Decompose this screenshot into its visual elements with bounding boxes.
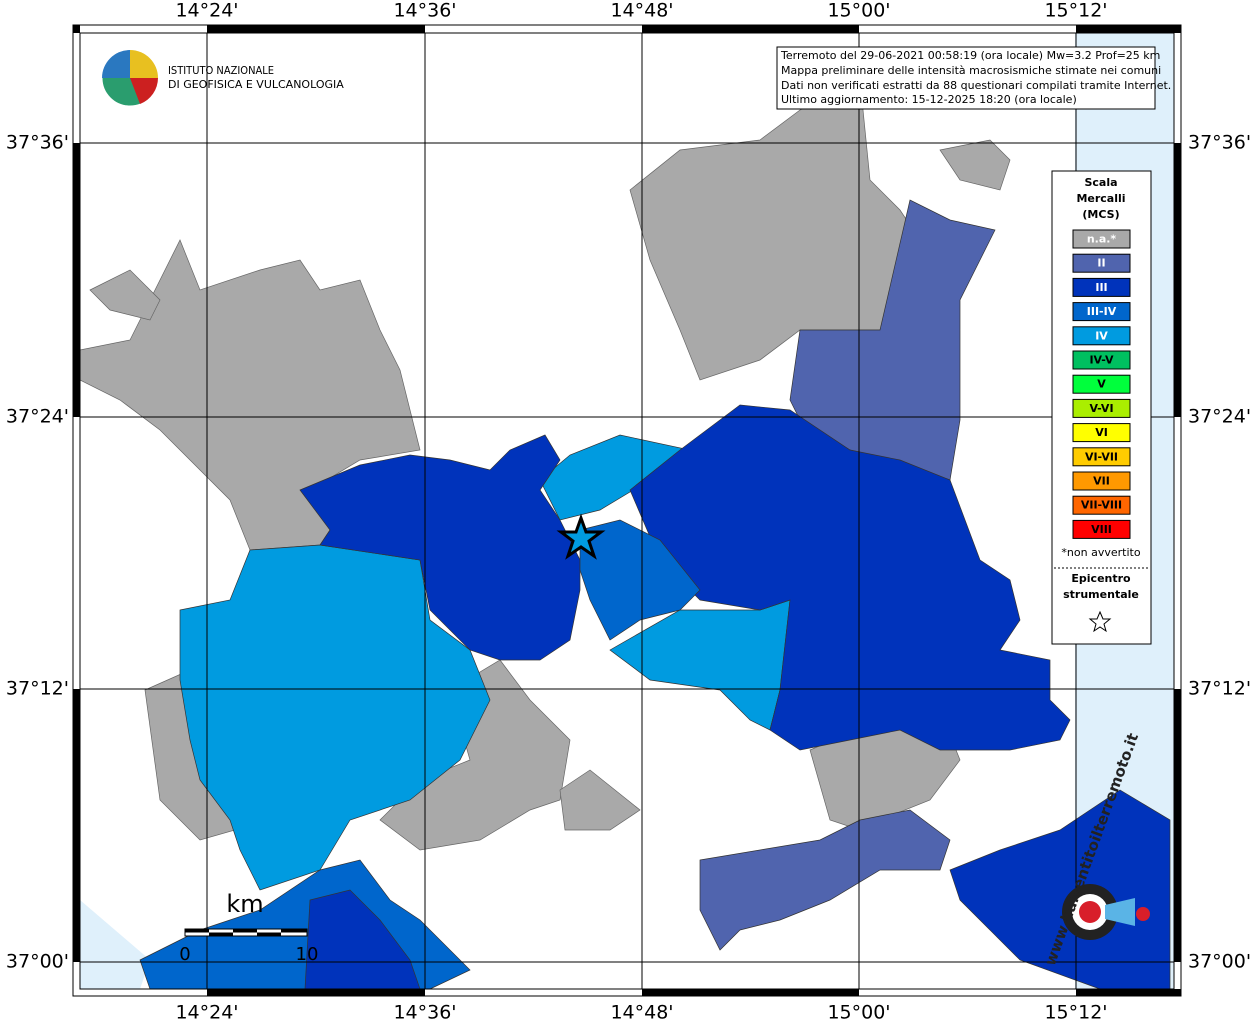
lat-label: 37°24' (6, 406, 69, 428)
legend-swatch (1072, 398, 1131, 418)
legend-label: V (1097, 378, 1106, 391)
lon-label: 15°12' (1044, 0, 1107, 22)
info-line: Terremoto del 29-06-2021 00:58:19 (ora l… (780, 49, 1160, 62)
logo: ISTITUTO NAZIONALE DI GEOFISICA E VULCAN… (101, 49, 344, 107)
grid (80, 33, 1174, 989)
legend-swatch (1072, 374, 1131, 394)
lat-label: 37°00' (1188, 951, 1251, 973)
scale-bar: km 0 10 (179, 890, 318, 965)
region-na (559, 769, 641, 831)
lon-label: 14°24' (175, 1002, 238, 1024)
legend-label: V-VI (1089, 402, 1113, 415)
lon-label: 15°00' (827, 1002, 890, 1024)
lon-label: 15°12' (1044, 1002, 1107, 1024)
legend-title: Mercalli (1076, 192, 1125, 205)
legend-note: *non avvertito (1061, 546, 1140, 559)
logo-segment (102, 50, 130, 78)
lat-label: 37°12' (1188, 678, 1251, 700)
info-line: Mappa preliminare delle intensità macros… (781, 64, 1161, 77)
region-na (939, 139, 1011, 191)
region-iii-iv (579, 519, 701, 641)
legend-swatch (1072, 495, 1131, 515)
axis-labels: 14°24' 14°24' 14°36' 14°36' 14°48' 14°48' 15°0… (6, 0, 1251, 1024)
legend-title: (MCS) (1082, 208, 1119, 221)
legend-swatch (1072, 423, 1131, 443)
region-na (79, 239, 421, 551)
legend-label: VII-VIII (1081, 499, 1122, 512)
logo-segment (130, 50, 158, 78)
lat-label: 37°24' (1188, 406, 1251, 428)
region-iii (629, 404, 1071, 751)
legend-label: VI (1095, 426, 1108, 439)
logo-text: ISTITUTO NAZIONALE (168, 64, 274, 77)
scale-end: 10 (296, 944, 319, 965)
legend-epicenter: strumentale (1063, 588, 1139, 601)
legend-label: IV (1095, 329, 1108, 342)
legend-swatch (1072, 471, 1131, 491)
legend-swatch (1072, 326, 1131, 346)
legend-label: VII (1093, 475, 1110, 488)
lon-label: 14°36' (393, 1002, 456, 1024)
legend-label: III (1095, 281, 1107, 294)
lon-label: 14°36' (393, 0, 456, 22)
legend: Scala Mercalli (MCS) *non avvertito Epic… (1051, 170, 1152, 645)
info-box: Terremoto del 29-06-2021 00:58:19 (ora l… (776, 46, 1171, 110)
lat-label: 37°36' (1188, 132, 1251, 154)
sea (80, 900, 150, 989)
legend-label: n.a.* (1087, 233, 1117, 246)
legend-swatch (1072, 447, 1131, 467)
lat-label: 37°36' (6, 132, 69, 154)
legend-swatch (1072, 519, 1131, 539)
logo-segment (130, 78, 158, 104)
logo-text: DI GEOFISICA E VULCANOLOGIA (168, 78, 344, 91)
legend-swatch (1072, 350, 1131, 370)
legend-star (1088, 610, 1112, 633)
legend-label: III-IV (1087, 305, 1117, 318)
legend-label: IV-V (1089, 354, 1114, 367)
legend-title: Scala (1084, 176, 1117, 189)
map-area (79, 33, 1174, 990)
lon-label: 14°48' (610, 1002, 673, 1024)
legend-label: VIII (1091, 523, 1112, 536)
legend-label: II (1097, 257, 1105, 270)
legend-swatch (1072, 302, 1131, 322)
legend-swatch (1072, 253, 1131, 273)
legend-swatch (1072, 277, 1131, 297)
lon-label: 15°00' (827, 0, 890, 22)
frame (72, 24, 1182, 997)
epicenter-star (556, 513, 606, 560)
region-ii (699, 809, 951, 951)
legend-swatch (1072, 229, 1131, 249)
lon-label: 14°24' (175, 0, 238, 22)
lon-label: 14°48' (610, 0, 673, 22)
scale-unit: km (226, 890, 263, 918)
legend-label: VI-VII (1085, 450, 1118, 463)
lat-label: 37°00' (6, 951, 69, 973)
legend-epicenter: Epicentro (1071, 572, 1131, 585)
info-line: Ultimo aggiornamento: 15-12-2025 18:20 (… (781, 93, 1077, 106)
info-frame (776, 46, 1156, 110)
region-na (89, 269, 161, 321)
info-line: Dati non verificati estratti da 88 quest… (781, 79, 1171, 92)
scale-start: 0 (179, 944, 190, 965)
lat-label: 37°12' (6, 678, 69, 700)
